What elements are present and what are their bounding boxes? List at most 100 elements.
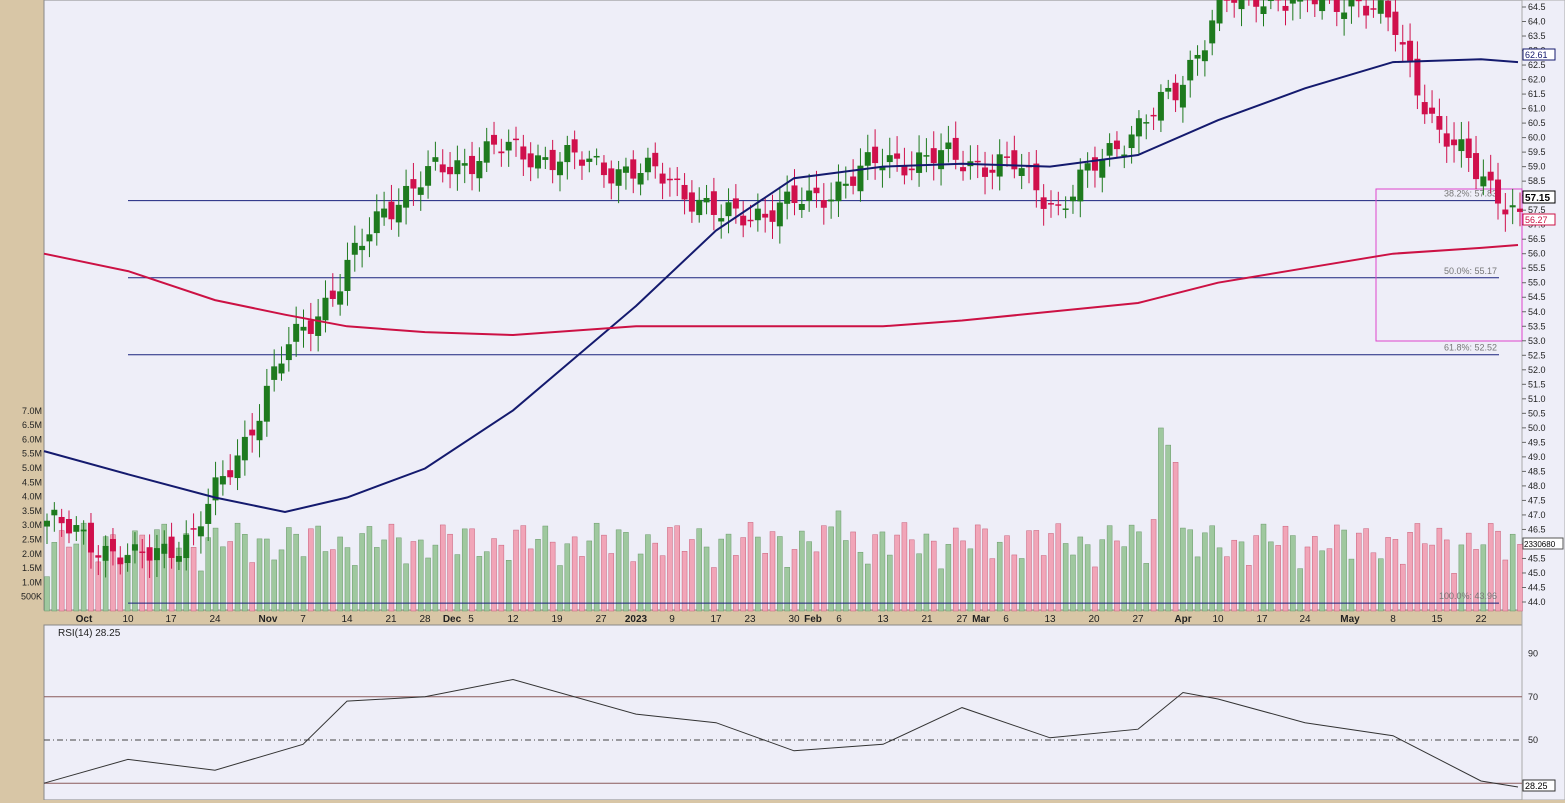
candle-body: [630, 159, 636, 178]
date-tick-label: 22: [1475, 614, 1487, 625]
volume-tick-label: 6.5M: [22, 420, 42, 430]
price-tick-label: 62.0: [1528, 75, 1546, 85]
candle-body: [205, 504, 211, 524]
volume-bar: [1290, 536, 1295, 611]
volume-bar: [1327, 549, 1332, 611]
candle-body: [1385, 1, 1391, 18]
candle-body: [1143, 122, 1149, 124]
price-tick-label: 55.5: [1528, 263, 1546, 273]
candle-body: [506, 142, 512, 151]
volume-bar: [1048, 533, 1053, 611]
candle-body: [491, 135, 497, 145]
volume-bar: [851, 532, 856, 611]
date-tick-label: 19: [551, 614, 563, 625]
candle-body: [1429, 108, 1435, 114]
candle-body: [1466, 139, 1472, 158]
candle-body: [689, 192, 695, 211]
candle-body: [960, 167, 966, 171]
volume-bar: [191, 547, 196, 611]
volume-bar: [594, 523, 599, 611]
volume-bar: [799, 531, 804, 611]
candle-body: [249, 430, 255, 436]
candle-body: [542, 157, 548, 160]
price-tick-label: 55.0: [1528, 278, 1546, 288]
volume-last-label: 2330680: [1523, 538, 1563, 549]
candle-body: [667, 179, 673, 181]
candle-body: [704, 198, 710, 202]
volume-bar: [1320, 551, 1325, 611]
candle-body: [1253, 0, 1259, 7]
last-price-label: 57.15: [1523, 191, 1555, 204]
candle-body: [1231, 0, 1237, 3]
date-tick-label: 17: [165, 614, 177, 625]
candle-body: [799, 204, 805, 210]
volume-bar: [755, 537, 760, 611]
volume-bar: [1518, 544, 1523, 611]
ma-blue-label: 62.61: [1523, 49, 1555, 60]
candle-body: [147, 547, 153, 560]
candle-body: [227, 470, 233, 477]
volume-bar: [565, 544, 570, 611]
candle-body: [1077, 170, 1083, 202]
volume-bar: [1107, 526, 1112, 611]
date-tick-label: 5: [468, 614, 474, 625]
candle-body: [894, 153, 900, 158]
price-tick-label: 44.0: [1528, 597, 1546, 607]
volume-bar: [521, 526, 526, 611]
price-tick-label: 50.0: [1528, 423, 1546, 433]
volume-bar: [1371, 553, 1376, 611]
volume-tick-label: 5.5M: [22, 449, 42, 459]
rsi-tick-label: 50: [1528, 735, 1538, 745]
candle-body: [95, 555, 101, 557]
volume-bar: [1386, 537, 1391, 611]
candle-body: [784, 192, 790, 204]
volume-bar: [1305, 547, 1310, 611]
candle-body: [923, 155, 929, 157]
volume-bar: [638, 554, 643, 611]
volume-bar: [1364, 529, 1369, 611]
volume-bar: [330, 550, 335, 611]
volume-bar: [675, 526, 680, 611]
candle-body: [1290, 0, 1296, 4]
price-tick-label: 46.5: [1528, 524, 1546, 534]
volume-tick-label: 2.5M: [22, 535, 42, 545]
volume-bar: [352, 565, 357, 611]
candle-body: [696, 200, 702, 215]
volume-bar: [887, 555, 892, 611]
ma-red-value: 56.27: [1525, 215, 1548, 225]
candle-body: [1165, 88, 1171, 92]
candle-body: [498, 151, 504, 153]
volume-bar: [1144, 563, 1149, 611]
price-tick-label: 58.5: [1528, 176, 1546, 186]
volume-bar: [338, 537, 343, 611]
volume-tick-label: 3.5M: [22, 506, 42, 516]
volume-bar: [1210, 526, 1215, 611]
candle-body: [1085, 163, 1091, 170]
volume-bar: [748, 522, 753, 611]
price-tick-label: 59.0: [1528, 162, 1546, 172]
volume-bar: [1510, 534, 1515, 611]
candle-body: [1158, 92, 1164, 121]
candle-body: [1414, 59, 1420, 96]
candle-body: [1407, 41, 1413, 61]
candle-body: [1209, 20, 1215, 43]
date-tick-label: Dec: [443, 614, 462, 625]
candle-body: [103, 546, 109, 561]
volume-bar: [279, 550, 284, 611]
volume-bar: [345, 548, 350, 611]
candle-body: [176, 556, 182, 562]
volume-bar: [198, 571, 203, 611]
candle-body: [594, 156, 600, 158]
candle-body: [1480, 176, 1486, 186]
candle-body: [469, 156, 475, 174]
candle-body: [726, 202, 732, 216]
volume-bar: [389, 524, 394, 611]
candle-body: [235, 455, 241, 478]
volume-bar: [924, 534, 929, 611]
candle-body: [1217, 0, 1223, 23]
volume-bar: [550, 542, 555, 611]
volume-bar: [719, 539, 724, 611]
candle-body: [198, 526, 204, 536]
volume-bar: [1246, 565, 1251, 611]
volume-bar: [1422, 544, 1427, 611]
